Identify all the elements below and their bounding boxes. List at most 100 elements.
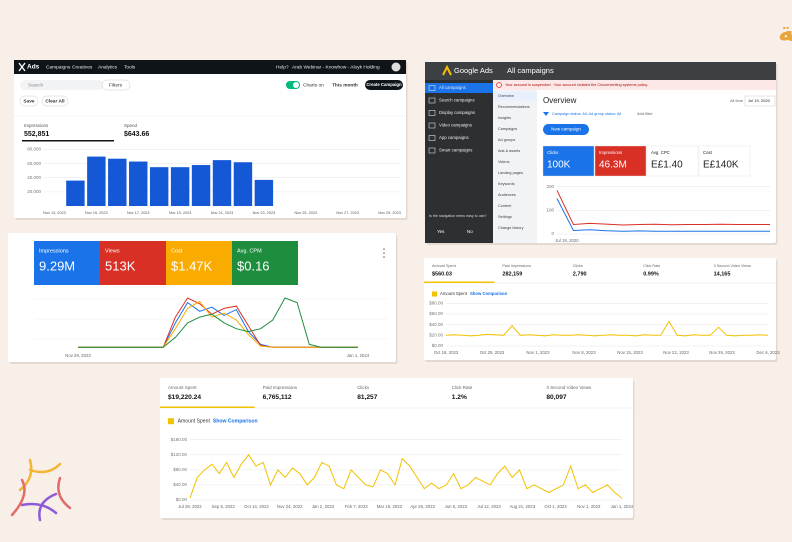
metric-value: E£140K [703,160,739,171]
y-tick-label: 60,000 [27,161,41,166]
metric-label: Click Rate [452,385,473,390]
metric-value: $1.47K [171,258,213,273]
metric-label: Avg. CPM [237,248,262,254]
nav-item: Creatives [72,64,93,70]
label: No [467,229,473,234]
create-button[interactable] [365,80,403,90]
x-tick-label: Nov 17, 2023 [127,211,150,215]
search-box [20,80,104,90]
metric-label: 3 Second Video Views [714,264,752,268]
label: Help? [276,64,289,70]
line-series [556,198,770,232]
show-comparison[interactable]: Show Comparison [213,419,258,425]
metric-tile [698,145,751,177]
menu-item: Settings [498,215,512,219]
x-tick-label: Nov 29, 2023 [709,350,735,355]
x-tick-label: Mar 18, 2023 [377,504,403,509]
y-tick-label: $40.00 [173,482,187,487]
nav-item: Analytics [98,64,118,70]
metric-tile [100,241,166,285]
bar [108,158,127,206]
x-tick-label: Nov 22, 2023 [663,350,689,355]
filter-icon [543,112,549,116]
menu-item: Landing pages [498,171,523,175]
x-tick-label: Nov 13, 2023 [43,211,66,215]
metric-value: 513K [105,258,136,273]
new-campaign-button[interactable] [543,124,589,135]
x-logo [18,62,26,72]
y-tick-label: 80,000 [27,147,41,152]
bar [129,161,148,206]
x-tick-label: Apr 26, 2023 [410,504,435,509]
nav-item: Campaigns [46,64,71,70]
sidebar-icon [428,122,436,129]
menu-item: Videos [498,160,510,164]
x-tick-label: Oct 1, 2023 [544,504,567,509]
metric-value: $0.16 [237,258,270,273]
video-stats-window: Impressions 9.29M Views 513K Cost $1.47K Avg. … [8,233,398,364]
metric-value: 14,165 [714,271,731,277]
metric-tile [166,241,232,285]
menu-column [493,90,537,243]
active-tab [160,406,255,408]
y-tick-label: $80.00 [429,301,443,306]
label: All campaigns [507,66,554,75]
menu-item: Audiences [498,193,516,197]
label: New campaign [551,127,581,132]
metric-label: Clicks [547,150,558,155]
label: This month [332,82,358,88]
label: Is the navigation menu easy to use? [429,214,487,218]
x-tick-label: Nov 25, 2023 [294,211,317,215]
x-tick-label: Jan 2, 2023 [312,504,335,509]
label: Campaign status: All; Ad group status: A… [552,112,621,116]
y-tick-label: 40,000 [27,175,41,180]
y-tick-label: 100 [546,208,554,213]
metric-label: Impressions [39,248,69,254]
clear-button[interactable] [41,95,69,107]
sidebar-item: Video campaigns [439,123,472,128]
y-tick-label: 0 [551,231,554,236]
amount-spent-window: Amount Spent $19,220.24 Paid Impressions 6,… [160,378,635,520]
metric-value: 80,097 [546,394,567,401]
card [160,378,633,518]
menu-item: Keywords [498,182,515,186]
x-tick-label: Dec 6, 2023 [756,350,780,355]
metric-label: Paid Impressions [263,385,298,390]
x-tick-label: Jul 28, 2022 [178,504,202,509]
metric-label: Impressions [24,123,49,128]
save-button[interactable] [19,95,39,107]
label: Add filter [637,111,653,116]
metric-tile [646,145,699,177]
y-tick-label: $120.00 [171,452,188,457]
show-comparison[interactable]: Show Comparison [470,291,508,296]
legend-swatch [432,291,437,297]
logo [10,458,72,522]
menu-item: Overview [498,94,514,98]
x-tick-label: Jul 12, 2023 [477,504,501,509]
metric-value: 282,159 [502,271,522,277]
top-bar [14,60,406,74]
metric-label: Cost [171,248,183,254]
ads-logo [442,64,452,76]
x-tick-label: Nov 1, 2023 [526,350,550,355]
metric-value: $19,220.24 [168,394,201,401]
label: Search [28,82,44,88]
label: Clear All [45,98,64,104]
menu-item: Recommendations [498,105,530,109]
y-tick-label: $0.00 [432,343,444,348]
y-tick-label: $80.00 [173,467,187,472]
metric-label: Clicks [357,385,370,390]
metric-value: 81,257 [357,394,378,401]
active-tab [424,281,495,283]
filters-button[interactable] [101,79,131,91]
label: Charts on [303,82,324,88]
bar [233,162,253,206]
x-tick-label: Oct 18, 2023 [434,350,459,355]
metric-tile [594,145,647,177]
x-tick-label: Jul 19, 2020 [555,238,579,243]
x-tick-label: Nov 15, 2023 [617,350,643,355]
x-tick-label: Nov 1, 2023 [577,504,601,509]
line-series [556,190,770,226]
x-tick-label: Feb 7, 2023 [345,504,369,509]
